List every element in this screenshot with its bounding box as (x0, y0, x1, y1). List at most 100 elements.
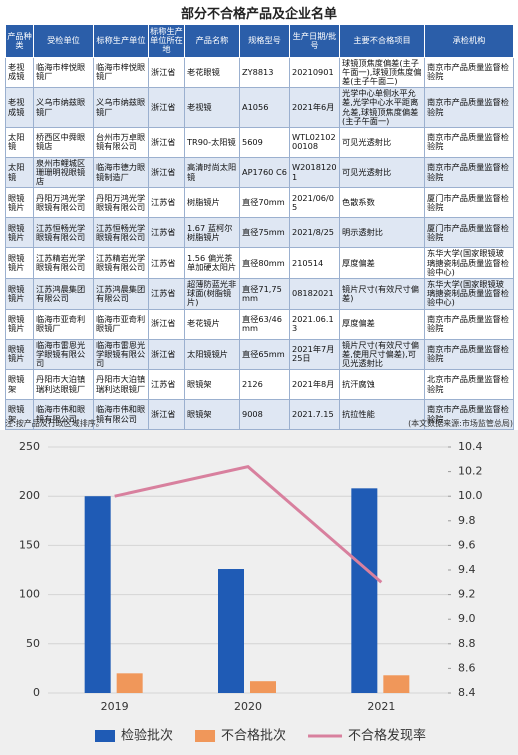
y2-tick-label: 8.6 (458, 661, 476, 674)
table-cell: 眼镜架 (184, 399, 240, 431)
page-title: 部分不合格产品及企业名单 (180, 7, 337, 22)
bar (116, 673, 143, 693)
table-cell: 江苏精岩光学眼镜有限公司 (93, 247, 149, 279)
table-cell: 江苏精岩光学眼镜有限公司 (33, 247, 94, 279)
legend-label: 不合格批次 (221, 728, 286, 744)
table-row: 眼镜镜片 江苏恒畅光学眼镜有限公司 江苏恒畅光学眼镜有限公司 江苏省 1.67 蓝柯尔树… (5, 217, 514, 249)
table-cell: 老视成镜 (5, 56, 34, 89)
header-cell: 标称生产单位 (93, 24, 149, 58)
y-tick-label: 150 (19, 538, 40, 551)
x-tick-label: 2020 (234, 700, 262, 713)
table: 产品种类 受检单位 标称生产单位 标称生产单位所在地 产品名称 规格型号 生产日期/批号 主要… (5, 24, 514, 431)
table-cell: 明示透射比 (339, 217, 425, 249)
table-cell: 临海市梓悦眼镜厂 (93, 56, 149, 89)
bar (84, 496, 111, 693)
table-cell: 厦门市产品质量监督检验院 (424, 217, 514, 249)
y-tick-label: 250 (19, 440, 40, 453)
table-cell: 直径75mm (239, 217, 290, 249)
table-cell: 可见光透射比 (339, 156, 425, 189)
table-cell: 临海市伟和眼镜有限公司 (33, 399, 94, 431)
table-cell: 2021.06.13 (289, 308, 340, 340)
y-tick-label: 50 (26, 637, 40, 650)
x-tick-label: 2019 (101, 700, 129, 713)
table-cell: 丹阳市大泊镇瑞利达眼镜厂 (33, 369, 94, 401)
header-row: 产品种类 受检单位 标称生产单位 标称生产单位所在地 产品名称 规格型号 生产日期/批号 主要… (5, 24, 514, 58)
table-cell: 临海市雷恩光学眼镜有限公司 (33, 338, 94, 371)
table-cell: 眼镜镜片 (5, 187, 34, 219)
table-cell: 太阳镜 (5, 126, 34, 158)
table-cell: 眼镜镜片 (5, 247, 34, 279)
table-cell: 眼镜架 (184, 369, 240, 401)
header-cell: 产品种类 (5, 24, 34, 58)
table-cell: 老视成镜 (5, 87, 34, 128)
table-cell: 浙江省 (148, 156, 185, 189)
table-cell: 2021.7.15 (289, 399, 340, 431)
table-cell: 高清时尚太阳镜 (184, 156, 240, 189)
table-cell: 临海市伟和眼镜有限公司 (93, 399, 149, 431)
header-cell: 承检机构 (424, 24, 514, 58)
table-cell: 桥西区中舜眼镜店 (33, 126, 94, 158)
table-cell: 9008 (239, 399, 290, 431)
bar (383, 675, 410, 693)
bar (218, 569, 244, 693)
table-cell: 老花眼镜 (184, 56, 240, 89)
x-tick-label: 2021 (367, 700, 395, 713)
table-cell: 厦门市产品质量监督检验院 (424, 187, 514, 219)
table-cell: 直径65mm (239, 338, 290, 371)
table-cell: 厚度偏差 (339, 247, 425, 279)
table-cell: 可见光透射比 (339, 126, 425, 158)
legend-swatch (95, 730, 115, 742)
table-cell: 浙江省 (148, 87, 185, 128)
table-cell: 眼镜架 (5, 369, 34, 401)
table-cell: 直径71,75mm (239, 278, 290, 310)
header-cell: 产品名称 (184, 24, 240, 58)
table-cell: 丹阳市大泊镇瑞利达眼镜厂 (93, 369, 149, 401)
line (114, 465, 383, 584)
table-cell: 眼镜镜片 (5, 278, 34, 310)
table-cell: 南京市产品质量监督检验院 (424, 308, 514, 340)
table-cell: 临海市亚奇利眼镜厂 (33, 308, 94, 340)
table-cell: TR90-太阳镜 (184, 126, 240, 158)
table-row: 眼镜镜片 临海市雷恩光学眼镜有限公司 临海市雷恩光学眼镜有限公司 浙江省 太阳镜镜片 直径… (5, 338, 514, 371)
table-cell: 丹阳万鸿光学眼镜有限公司 (33, 187, 94, 219)
table-cell: 2021年8月 (289, 369, 340, 401)
table-cell: 临海市雷恩光学眼镜有限公司 (93, 338, 149, 371)
y2-tick-label: 8.8 (458, 637, 476, 650)
table-cell: 2021/8/25 (289, 217, 340, 249)
header-cell: 规格型号 (239, 24, 290, 58)
table-cell: 眼镜镜片 (5, 217, 34, 249)
table-row: 太阳镜 泉州市鲤城区珊珊明视眼镜店 临海市德力眼镜制造厂 浙江省 高清时尚太阳镜 AP17… (5, 156, 514, 189)
note: 注:按产品及行政区域排序。 (5, 419, 104, 428)
table-cell: 义乌市纳兹眼镜厂 (33, 87, 94, 128)
table-cell: 浙江省 (148, 338, 185, 371)
table-cell: 江苏省 (148, 187, 185, 219)
y2-tick-label: 8.4 (458, 686, 476, 699)
y2-tick-label: 9.4 (458, 563, 476, 576)
table-cell: 江苏省 (148, 247, 185, 279)
table-cell: 浙江省 (148, 126, 185, 158)
table-row: 眼镜架 丹阳市大泊镇瑞利达眼镜厂 丹阳市大泊镇瑞利达眼镜厂 江苏省 眼镜架 2126 202… (5, 369, 514, 401)
table-cell: 太阳镜 (5, 156, 34, 189)
table-cell: 浙江省 (148, 399, 185, 431)
table-cell: 镜片尺寸(有效尺寸偏差) (339, 278, 425, 310)
table-cell: 眼镜镜片 (5, 338, 34, 371)
table-cell: 树脂镜片 (184, 187, 240, 219)
table-cell: 临海市德力眼镜制造厂 (93, 156, 149, 189)
table-cell: 江苏恒畅光学眼镜有限公司 (93, 217, 149, 249)
table-cell: 泉州市鲤城区珊珊明视眼镜店 (33, 156, 94, 189)
table-cell: 1.67 蓝柯尔树脂镜片 (184, 217, 240, 249)
table-cell: 抗汗腐蚀 (339, 369, 425, 401)
table-cell: 南京市产品质量监督检验院 (424, 156, 514, 189)
y2-tick-label: 10.0 (458, 489, 483, 502)
table-cell: 老视镜 (184, 87, 240, 128)
table-cell: 2126 (239, 369, 290, 401)
legend-label: 不合格发现率 (348, 728, 426, 744)
y-tick-label: 200 (19, 489, 40, 502)
table-cell: 南京市产品质量监督检验院 (424, 56, 514, 89)
table-cell: 直径63/46mm (239, 308, 290, 340)
table-cell: 5609 (239, 126, 290, 158)
table-cell: AP1760 C6 (239, 156, 290, 189)
table-row: 眼镜镜片 江苏鸿晨集团有限公司 江苏鸿晨集团有限公司 江苏省 超薄防蓝光非球面(树脂镜片… (5, 278, 514, 310)
table-cell: 丹阳万鸿光学眼镜有限公司 (93, 187, 149, 219)
